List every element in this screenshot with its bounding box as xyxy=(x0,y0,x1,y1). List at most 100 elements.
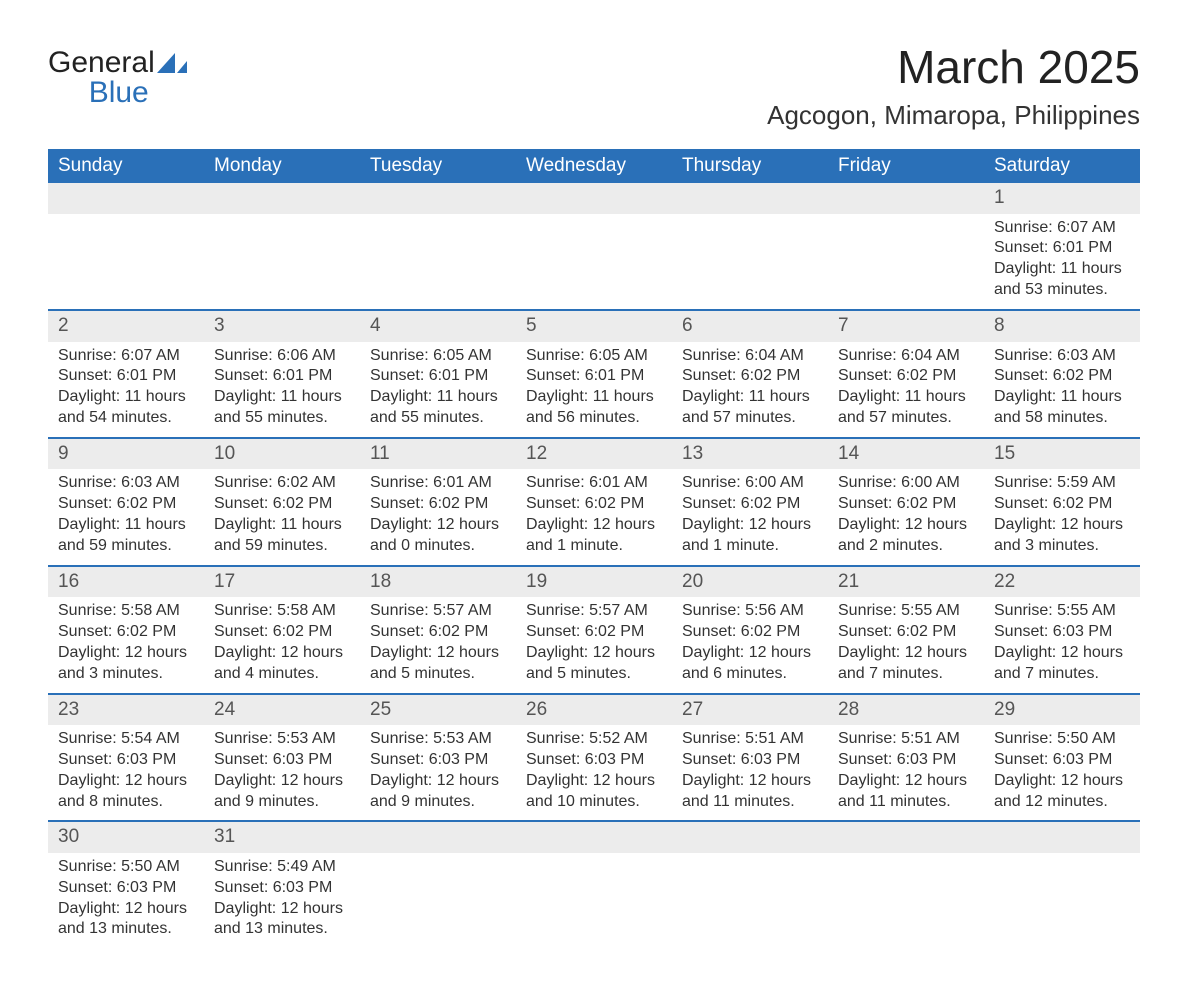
sunrise-text: Sunrise: 6:04 AM xyxy=(682,346,818,367)
daylight-text: Daylight: 11 hoursand 59 minutes. xyxy=(214,515,350,557)
sunset-text: Sunset: 6:01 PM xyxy=(370,366,506,387)
day-number-cell: 31 xyxy=(204,821,360,853)
day-data-cell xyxy=(672,214,828,310)
sunset-text: Sunset: 6:02 PM xyxy=(682,494,818,515)
sunset-text: Sunset: 6:02 PM xyxy=(58,622,194,643)
day-data-cell xyxy=(204,214,360,310)
daylight-text: Daylight: 12 hoursand 5 minutes. xyxy=(526,643,662,685)
day-data-row: Sunrise: 6:07 AMSunset: 6:01 PMDaylight:… xyxy=(48,214,1140,310)
sunrise-text: Sunrise: 6:07 AM xyxy=(994,218,1130,239)
daylight-text: Daylight: 12 hoursand 1 minute. xyxy=(526,515,662,557)
sunset-text: Sunset: 6:02 PM xyxy=(838,622,974,643)
sunrise-text: Sunrise: 6:00 AM xyxy=(682,473,818,494)
day-number-cell: 17 xyxy=(204,566,360,598)
sunrise-text: Sunrise: 6:05 AM xyxy=(526,346,662,367)
sunrise-text: Sunrise: 6:05 AM xyxy=(370,346,506,367)
sunset-text: Sunset: 6:03 PM xyxy=(58,878,194,899)
sunrise-text: Sunrise: 6:03 AM xyxy=(58,473,194,494)
sunrise-text: Sunrise: 5:51 AM xyxy=(838,729,974,750)
sunset-text: Sunset: 6:03 PM xyxy=(838,750,974,771)
day-number-cell xyxy=(204,183,360,214)
sunset-text: Sunset: 6:02 PM xyxy=(526,494,662,515)
brand-mark-icon xyxy=(157,48,187,80)
sunset-text: Sunset: 6:01 PM xyxy=(526,366,662,387)
day-number-cell: 16 xyxy=(48,566,204,598)
day-data-cell: Sunrise: 5:56 AMSunset: 6:02 PMDaylight:… xyxy=(672,597,828,693)
day-number-cell: 9 xyxy=(48,438,204,470)
day-data-cell: Sunrise: 5:58 AMSunset: 6:02 PMDaylight:… xyxy=(48,597,204,693)
day-number-row: 2345678 xyxy=(48,310,1140,342)
daylight-text: Daylight: 12 hoursand 3 minutes. xyxy=(994,515,1130,557)
daylight-text: Daylight: 12 hoursand 9 minutes. xyxy=(214,771,350,813)
day-number-cell: 18 xyxy=(360,566,516,598)
day-data-cell: Sunrise: 6:07 AMSunset: 6:01 PMDaylight:… xyxy=(48,342,204,438)
day-data-cell: Sunrise: 5:57 AMSunset: 6:02 PMDaylight:… xyxy=(360,597,516,693)
day-data-cell: Sunrise: 6:07 AMSunset: 6:01 PMDaylight:… xyxy=(984,214,1140,310)
sunset-text: Sunset: 6:03 PM xyxy=(682,750,818,771)
daylight-text: Daylight: 12 hoursand 6 minutes. xyxy=(682,643,818,685)
sunrise-text: Sunrise: 5:49 AM xyxy=(214,857,350,878)
daylight-text: Daylight: 11 hoursand 54 minutes. xyxy=(58,387,194,429)
day-data-cell xyxy=(828,853,984,948)
day-data-cell: Sunrise: 6:04 AMSunset: 6:02 PMDaylight:… xyxy=(672,342,828,438)
sunset-text: Sunset: 6:02 PM xyxy=(994,494,1130,515)
sunrise-text: Sunrise: 5:54 AM xyxy=(58,729,194,750)
day-data-cell: Sunrise: 5:50 AMSunset: 6:03 PMDaylight:… xyxy=(48,853,204,948)
day-number-cell xyxy=(828,821,984,853)
sunrise-text: Sunrise: 5:51 AM xyxy=(682,729,818,750)
title-block: March 2025 Agcogon, Mimaropa, Philippine… xyxy=(767,40,1140,131)
location-text: Agcogon, Mimaropa, Philippines xyxy=(767,100,1140,131)
day-data-row: Sunrise: 5:50 AMSunset: 6:03 PMDaylight:… xyxy=(48,853,1140,948)
day-number-cell: 5 xyxy=(516,310,672,342)
day-data-cell: Sunrise: 5:55 AMSunset: 6:02 PMDaylight:… xyxy=(828,597,984,693)
daylight-text: Daylight: 12 hoursand 12 minutes. xyxy=(994,771,1130,813)
sunrise-text: Sunrise: 5:59 AM xyxy=(994,473,1130,494)
sunrise-text: Sunrise: 6:00 AM xyxy=(838,473,974,494)
sunset-text: Sunset: 6:02 PM xyxy=(682,366,818,387)
sunrise-text: Sunrise: 5:58 AM xyxy=(214,601,350,622)
day-data-cell: Sunrise: 5:55 AMSunset: 6:03 PMDaylight:… xyxy=(984,597,1140,693)
brand-word1: General xyxy=(48,48,155,78)
day-header: Wednesday xyxy=(516,149,672,183)
brand-word2: Blue xyxy=(89,78,155,108)
day-data-cell: Sunrise: 6:01 AMSunset: 6:02 PMDaylight:… xyxy=(516,469,672,565)
sunset-text: Sunset: 6:01 PM xyxy=(214,366,350,387)
sunset-text: Sunset: 6:02 PM xyxy=(214,622,350,643)
day-number-cell xyxy=(360,821,516,853)
day-number-cell: 4 xyxy=(360,310,516,342)
day-number-cell: 1 xyxy=(984,183,1140,214)
daylight-text: Daylight: 11 hoursand 57 minutes. xyxy=(682,387,818,429)
day-number-cell: 29 xyxy=(984,694,1140,726)
daylight-text: Daylight: 12 hoursand 3 minutes. xyxy=(58,643,194,685)
sunset-text: Sunset: 6:03 PM xyxy=(370,750,506,771)
day-number-cell: 27 xyxy=(672,694,828,726)
sunset-text: Sunset: 6:02 PM xyxy=(370,494,506,515)
daylight-text: Daylight: 11 hoursand 57 minutes. xyxy=(838,387,974,429)
day-number-cell: 28 xyxy=(828,694,984,726)
sunrise-text: Sunrise: 5:57 AM xyxy=(370,601,506,622)
day-header: Thursday xyxy=(672,149,828,183)
sunset-text: Sunset: 6:03 PM xyxy=(994,622,1130,643)
day-data-cell: Sunrise: 5:59 AMSunset: 6:02 PMDaylight:… xyxy=(984,469,1140,565)
day-number-cell: 19 xyxy=(516,566,672,598)
day-data-cell: Sunrise: 5:53 AMSunset: 6:03 PMDaylight:… xyxy=(204,725,360,821)
daylight-text: Daylight: 12 hoursand 2 minutes. xyxy=(838,515,974,557)
day-number-row: 1 xyxy=(48,183,1140,214)
sunrise-text: Sunrise: 5:57 AM xyxy=(526,601,662,622)
daylight-text: Daylight: 11 hoursand 55 minutes. xyxy=(214,387,350,429)
sunset-text: Sunset: 6:02 PM xyxy=(370,622,506,643)
day-number-cell: 25 xyxy=(360,694,516,726)
day-number-cell: 23 xyxy=(48,694,204,726)
month-title: March 2025 xyxy=(767,40,1140,94)
brand-text: General Blue xyxy=(48,48,155,108)
day-data-cell xyxy=(984,853,1140,948)
daylight-text: Daylight: 12 hoursand 5 minutes. xyxy=(370,643,506,685)
sunset-text: Sunset: 6:02 PM xyxy=(838,494,974,515)
day-data-cell: Sunrise: 6:05 AMSunset: 6:01 PMDaylight:… xyxy=(516,342,672,438)
day-header: Sunday xyxy=(48,149,204,183)
day-number-cell: 24 xyxy=(204,694,360,726)
day-data-cell xyxy=(516,214,672,310)
calendar-head: SundayMondayTuesdayWednesdayThursdayFrid… xyxy=(48,149,1140,183)
day-number-cell xyxy=(360,183,516,214)
day-number-cell: 22 xyxy=(984,566,1140,598)
